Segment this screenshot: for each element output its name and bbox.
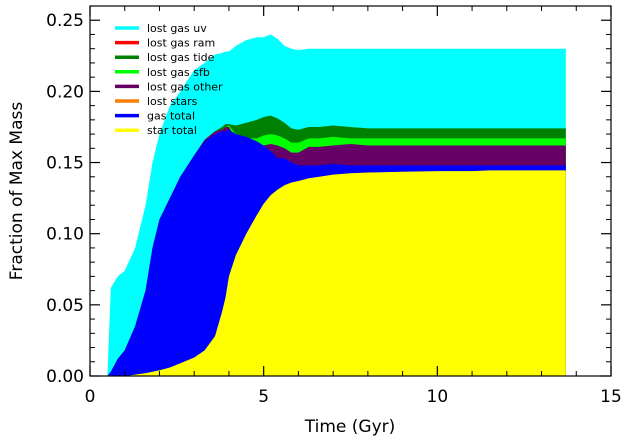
y-tick-label: 0.25	[46, 11, 84, 31]
legend-label: lost gas uv	[147, 22, 207, 35]
y-tick-label: 0.20	[46, 82, 84, 102]
y-axis-title: Fraction of Max Mass	[7, 102, 27, 281]
legend-label: star total	[147, 124, 197, 137]
legend-label: lost stars	[147, 95, 198, 108]
legend-label: gas total	[147, 110, 195, 123]
y-tick-label: 0.15	[46, 154, 84, 174]
legend-label: lost gas ram	[147, 37, 215, 50]
x-tick-label: 0	[85, 387, 96, 407]
x-axis-title: Time (Gyr)	[304, 417, 396, 437]
x-tick-label: 5	[258, 387, 269, 407]
x-tick-label: 15	[600, 387, 622, 407]
x-tick-label: 10	[427, 387, 449, 407]
y-tick-label: 0.10	[46, 225, 84, 245]
y-tick-label: 0.05	[46, 296, 84, 316]
area-star-total	[100, 170, 566, 376]
axis-ticks	[89, 6, 612, 377]
legend-label: lost gas other	[147, 80, 223, 93]
legend-label: lost gas sfb	[147, 66, 210, 79]
area-series-group	[100, 34, 566, 377]
y-tick-label: 0.00	[46, 367, 84, 387]
axis-tick-labels: 0 5 10 15 0.00 0.05 0.10 0.15 0.20 0.25	[46, 11, 622, 407]
legend-label: lost gas tide	[147, 51, 215, 64]
